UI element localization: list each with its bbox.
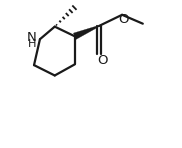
Text: O: O [97,54,108,67]
Text: H: H [27,39,36,49]
Text: N: N [27,30,37,44]
Polygon shape [73,25,99,39]
Text: O: O [118,13,128,26]
